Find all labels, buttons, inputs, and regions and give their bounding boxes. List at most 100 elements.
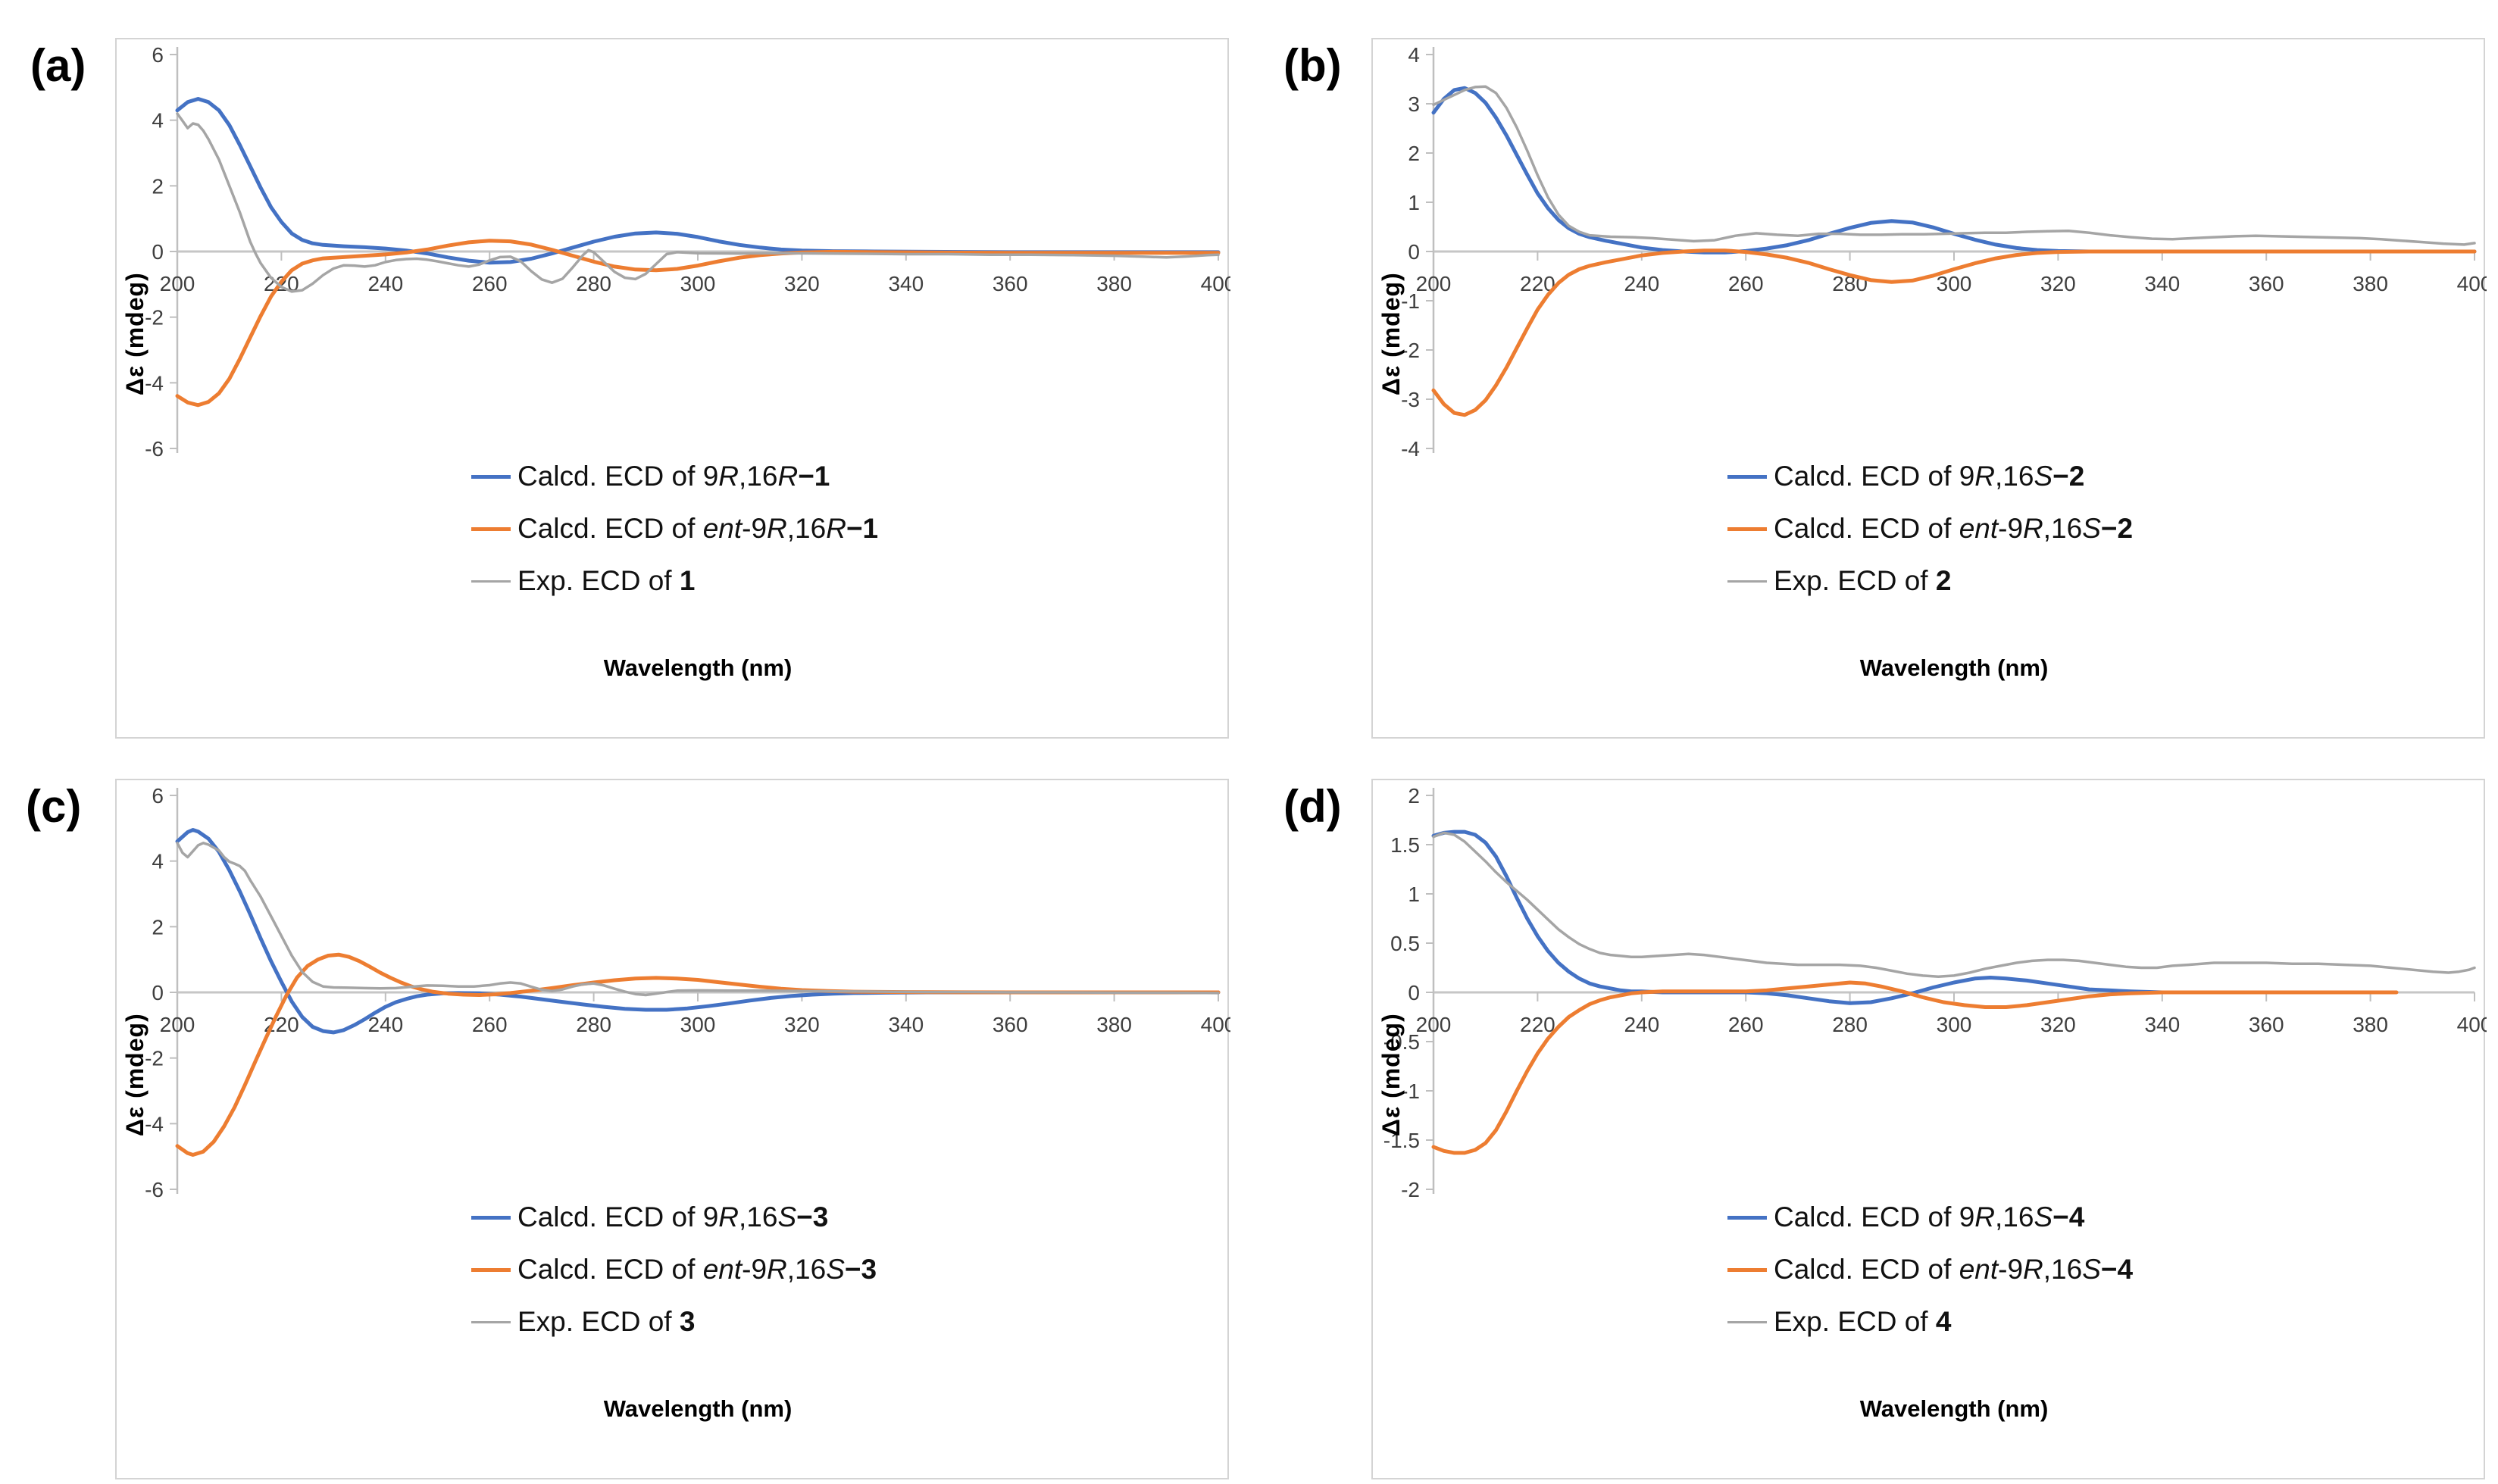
x-tick-label: 200 xyxy=(160,1013,195,1036)
y-tick-label: -4 xyxy=(145,371,164,395)
y-tick-label: -0.5 xyxy=(1383,1030,1420,1054)
y-tick-label: 0 xyxy=(152,981,164,1004)
y-tick-label: 2 xyxy=(152,915,164,939)
series-line-2 xyxy=(1432,831,2476,978)
x-tick-label: 380 xyxy=(1096,1013,1132,1036)
panel-label-d: (d) xyxy=(1283,781,1342,832)
panel-c: 6 4 2 0 -2 -4 -6 200 220 240 260 280 300 320 340 360 380… xyxy=(115,779,1230,1479)
legend-label: Exp. ECD of 2 xyxy=(1774,565,1952,596)
y-tick-label: -2 xyxy=(145,306,164,330)
series-line-0 xyxy=(175,97,1221,265)
y-tick-label: -3 xyxy=(1401,388,1420,411)
legend-line-swatch xyxy=(471,1267,511,1272)
y-axis-title: Δε (mdeg) xyxy=(1377,1013,1405,1136)
x-tick-label: 240 xyxy=(367,272,403,295)
legend-label: Calcd. ECD of ent-9R,16S−2 xyxy=(1774,513,2134,544)
x-tick-label: 280 xyxy=(576,272,611,295)
y-tick-label: 1.5 xyxy=(1390,833,1420,857)
x-axis-title: Wavelength (nm) xyxy=(603,655,793,681)
legend-item: Exp. ECD of 1 xyxy=(471,565,878,597)
x-tick-label: 400 xyxy=(2457,272,2487,295)
x-tick-label: 360 xyxy=(993,272,1028,295)
legend-line-swatch xyxy=(1727,1215,1767,1220)
legend-line-swatch xyxy=(1727,1267,1767,1272)
legend: Calcd. ECD of 9R,16S−2 Calcd. ECD of ent-… xyxy=(1727,461,2133,617)
series-line-1 xyxy=(175,239,1221,408)
legend-item: Calcd. ECD of ent-9R,16S−2 xyxy=(1727,513,2133,545)
x-tick-label: 320 xyxy=(784,1013,820,1036)
x-tick-label: 320 xyxy=(784,272,820,295)
y-tick-label: -2 xyxy=(1401,339,1420,362)
x-tick-label: 280 xyxy=(1832,1013,1868,1036)
panel-label-b: (b) xyxy=(1283,40,1342,91)
x-tick-label: 260 xyxy=(1728,1013,1764,1036)
legend-label: Calcd. ECD of 9R,16R−1 xyxy=(517,461,830,492)
x-axis-title: Wavelength (nm) xyxy=(603,1395,793,1422)
legend-item: Exp. ECD of 3 xyxy=(471,1306,877,1338)
series-line-1 xyxy=(1431,248,2477,417)
legend: Calcd. ECD of 9R,16R−1 Calcd. ECD of ent-… xyxy=(471,461,878,617)
legend-item: Calcd. ECD of 9R,16R−1 xyxy=(471,461,878,492)
x-tick-label: 320 xyxy=(2040,272,2076,295)
legend-label: Exp. ECD of 3 xyxy=(517,1306,696,1337)
y-tick-label: 6 xyxy=(152,784,164,808)
legend-line-swatch xyxy=(471,474,511,479)
x-tick-label: 280 xyxy=(576,1013,611,1036)
series-line-0 xyxy=(1431,86,2477,255)
y-tick-label: 2 xyxy=(1408,784,1420,808)
y-tick-label: 1 xyxy=(1408,883,1420,906)
legend-line-swatch xyxy=(1727,474,1767,479)
series-line-2 xyxy=(176,112,1220,293)
panel-label-c: (c) xyxy=(26,781,82,832)
y-tick-label: -1 xyxy=(1401,289,1420,313)
legend-item: Calcd. ECD of ent-9R,16R−1 xyxy=(471,513,878,545)
legend-label: Calcd. ECD of 9R,16S−2 xyxy=(1774,461,2085,492)
series-line-2 xyxy=(1432,85,2476,246)
y-tick-label: 4 xyxy=(152,850,164,873)
series-line-2 xyxy=(176,842,1220,997)
y-tick-label: 1 xyxy=(1408,191,1420,214)
legend-line-swatch xyxy=(1727,1320,1767,1323)
x-tick-label: 220 xyxy=(1520,1013,1555,1036)
legend-item: Calcd. ECD of 9R,16S−3 xyxy=(471,1201,877,1233)
x-tick-label: 200 xyxy=(160,272,195,295)
x-tick-label: 300 xyxy=(680,1013,716,1036)
x-tick-label: 380 xyxy=(2353,272,2388,295)
x-tick-label: 340 xyxy=(888,272,924,295)
x-tick-label: 300 xyxy=(1937,272,1972,295)
x-tick-label: 400 xyxy=(2457,1013,2487,1036)
y-tick-label: 2 xyxy=(1408,142,1420,165)
x-tick-label: 380 xyxy=(2353,1013,2388,1036)
legend-line-swatch xyxy=(471,1320,511,1323)
y-tick-label: -4 xyxy=(1401,437,1420,461)
y-axis-title: Δε (mdeg) xyxy=(1377,272,1405,395)
legend-label: Calcd. ECD of ent-9R,16R−1 xyxy=(517,513,879,544)
legend-line-swatch xyxy=(471,526,511,531)
series-line-0 xyxy=(175,828,1221,1035)
y-tick-label: 0.5 xyxy=(1390,932,1420,955)
x-tick-label: 400 xyxy=(1201,1013,1230,1036)
legend-label: Calcd. ECD of ent-9R,16S−3 xyxy=(517,1254,877,1285)
legend-label: Calcd. ECD of ent-9R,16S−4 xyxy=(1774,1254,2134,1285)
legend-line-swatch xyxy=(1727,580,1767,583)
y-tick-label: 0 xyxy=(1408,240,1420,264)
y-axis-title: Δε (mdeg) xyxy=(121,1013,149,1136)
x-tick-label: 380 xyxy=(1096,272,1132,295)
x-tick-label: 200 xyxy=(1416,1013,1452,1036)
x-tick-label: 260 xyxy=(472,272,508,295)
panel-label-a: (a) xyxy=(30,40,86,91)
x-tick-label: 200 xyxy=(1416,272,1452,295)
y-tick-label: 4 xyxy=(152,109,164,133)
legend-label: Exp. ECD of 1 xyxy=(517,565,696,596)
x-tick-label: 300 xyxy=(680,272,716,295)
x-tick-label: 360 xyxy=(2249,272,2284,295)
legend-label: Calcd. ECD of 9R,16S−3 xyxy=(517,1201,829,1233)
series-line-1 xyxy=(1431,980,2399,1155)
series-line-0 xyxy=(1431,829,2216,1005)
legend-item: Calcd. ECD of ent-9R,16S−4 xyxy=(1727,1254,2133,1286)
x-tick-label: 400 xyxy=(1201,272,1230,295)
x-tick-label: 240 xyxy=(1624,272,1659,295)
